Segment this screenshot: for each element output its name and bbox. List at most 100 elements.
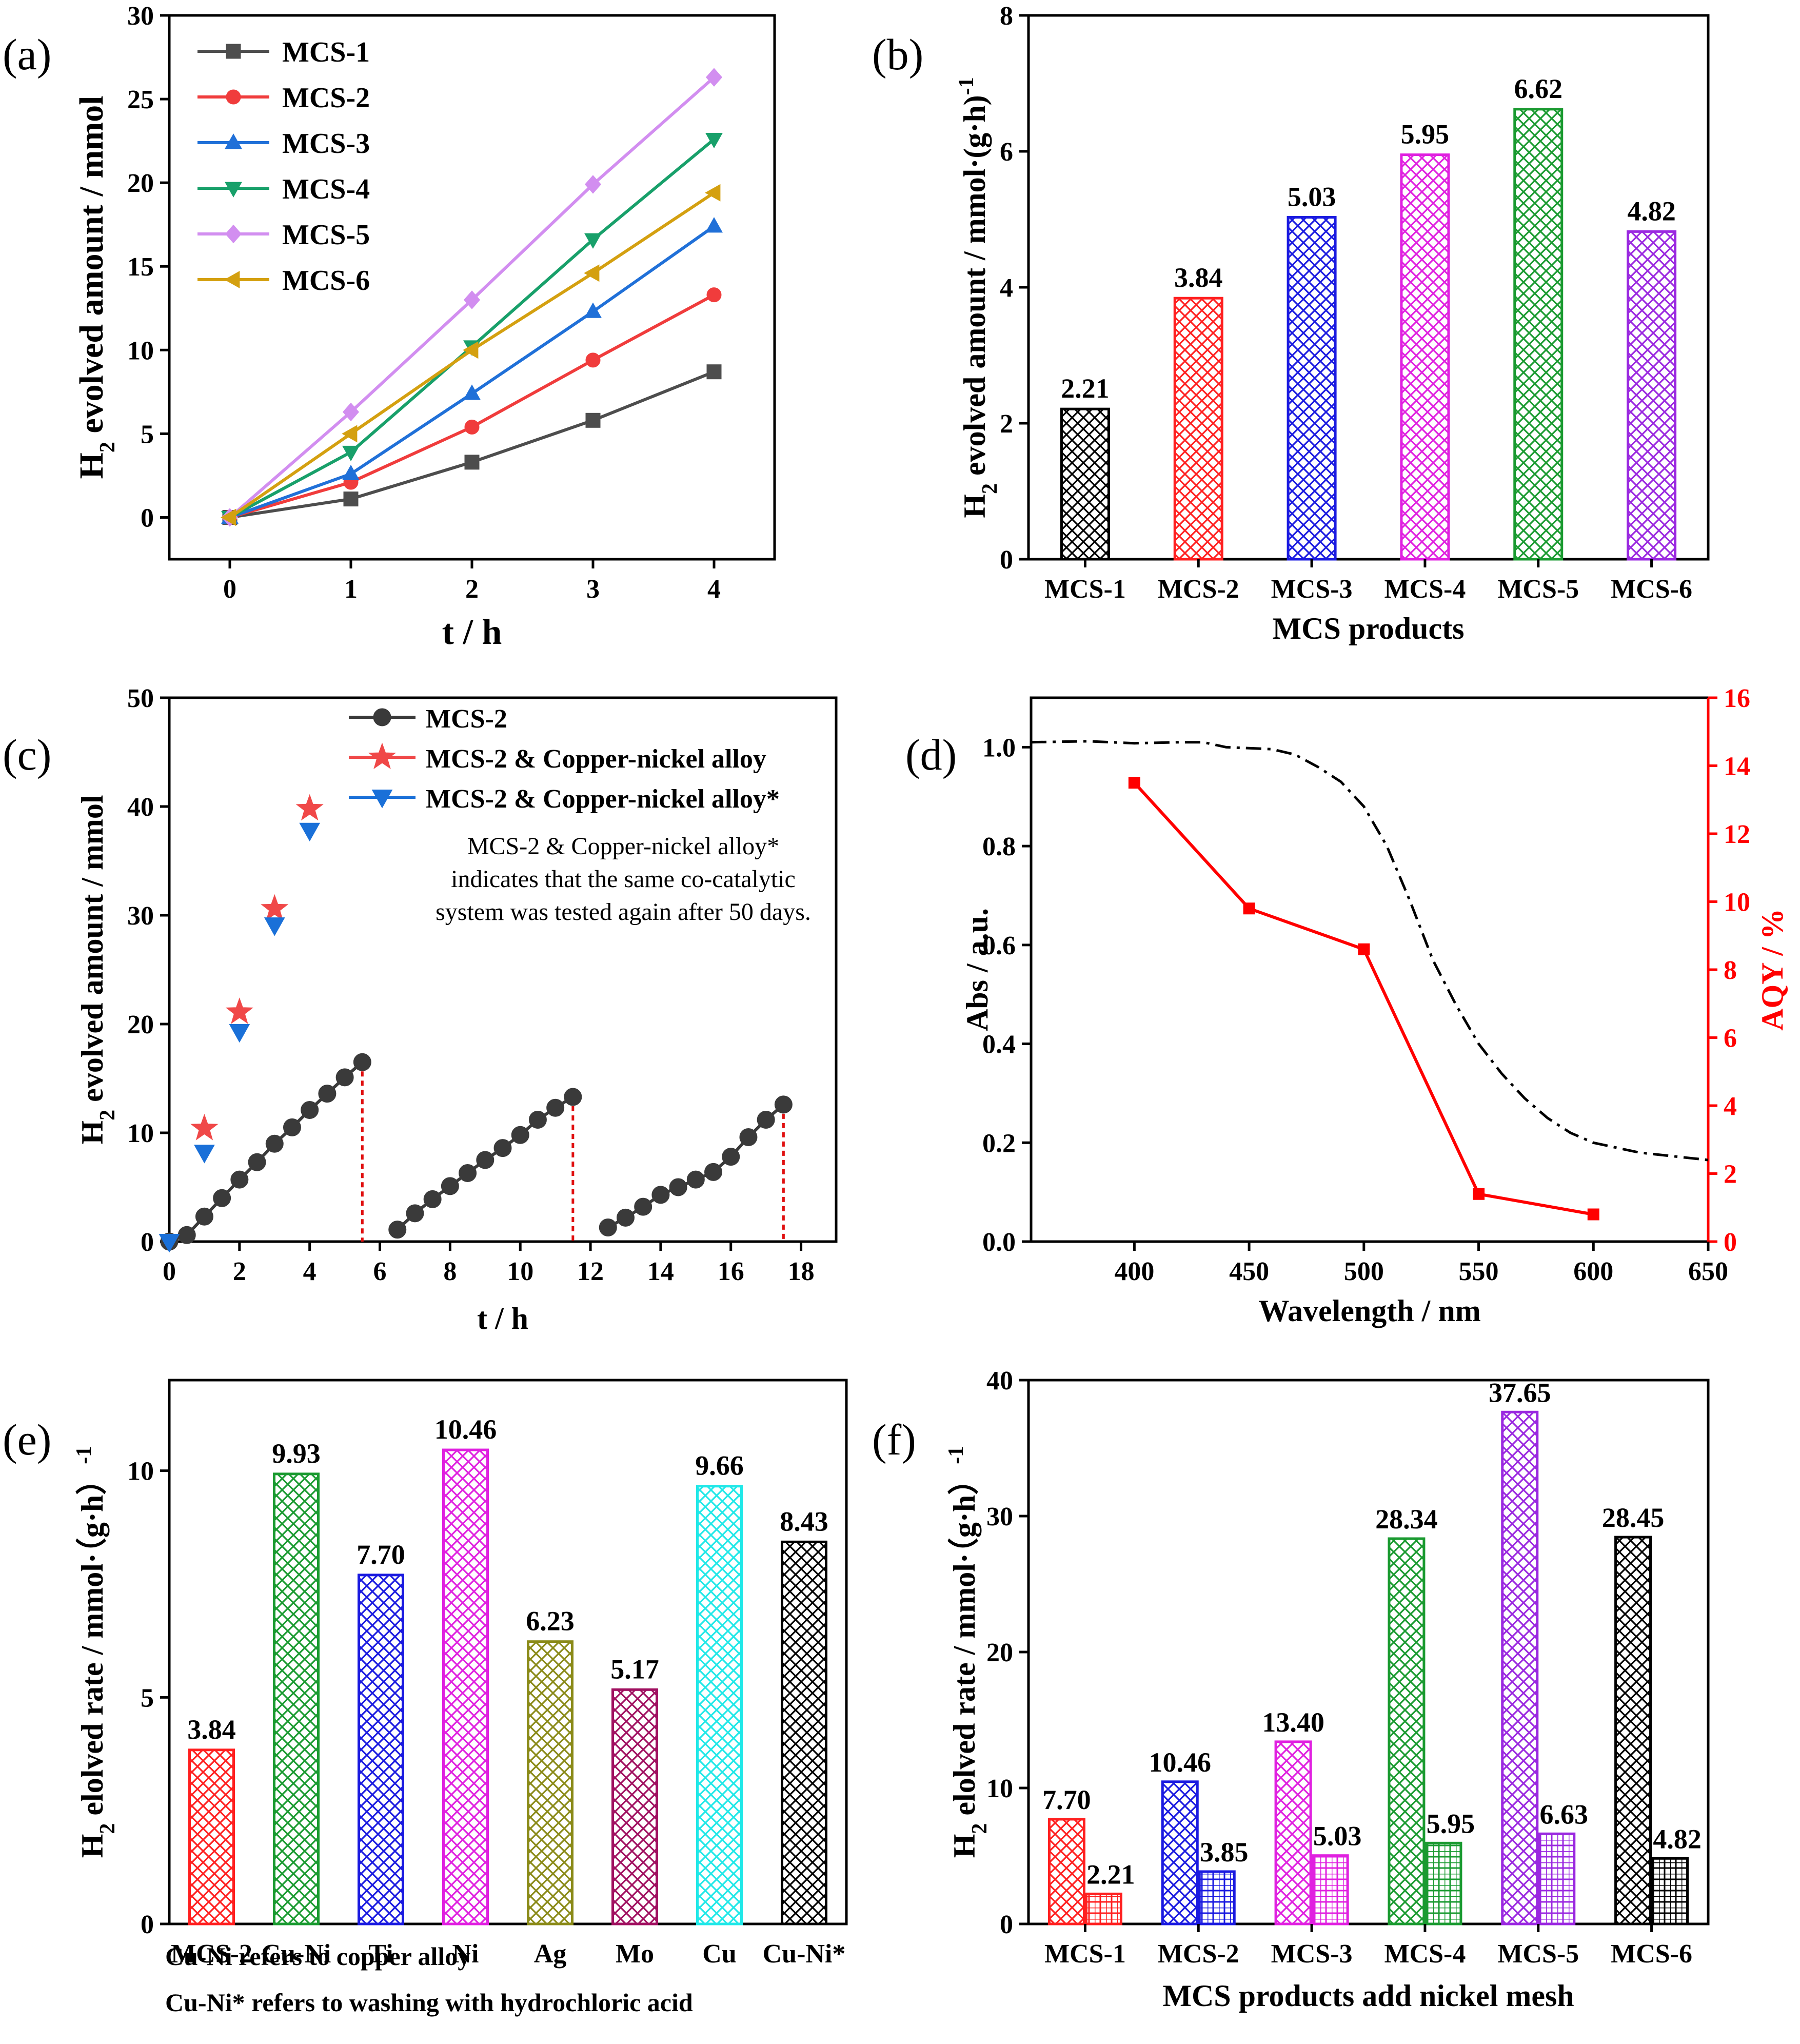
y-axis-tick-label: 20 (127, 169, 154, 198)
data-point (190, 1114, 219, 1141)
y-right-axis-tick-label: 16 (1724, 684, 1750, 713)
x-axis-tick-label: MCS-2 (1158, 1939, 1239, 1969)
y-axis-tick-label: 0.8 (982, 832, 1016, 861)
x-axis-tick-label: 4 (303, 1257, 317, 1286)
legend-entry: MCS-4 (282, 173, 370, 205)
y-axis-tick-label: 20 (127, 1010, 154, 1039)
legend-entry: MCS-2 (282, 82, 370, 114)
bar-value-label: 5.03 (1313, 1821, 1362, 1852)
data-point (230, 1170, 249, 1189)
plot-frame (1027, 14, 1710, 561)
legend-marker (224, 271, 240, 288)
panel-label: (b) (872, 30, 923, 79)
y-axis-tick-label: 8 (1000, 2, 1013, 31)
y-axis-label-part: 2 (968, 1823, 992, 1834)
data-point (493, 1139, 512, 1157)
bar (1060, 407, 1110, 561)
panel-label: (a) (3, 30, 51, 79)
data-point (221, 508, 236, 526)
x-axis-tick-label: 450 (1229, 1257, 1269, 1286)
legend-marker (371, 790, 393, 809)
data-point (264, 917, 285, 936)
x-axis-tick-label: MCS-4 (1384, 575, 1466, 604)
aqy-point (1128, 777, 1140, 789)
data-point (476, 1151, 494, 1169)
bar-value-label: 3.84 (187, 1714, 236, 1745)
data-point (159, 1234, 180, 1253)
bar-value-label: 13.40 (1262, 1707, 1324, 1738)
x-axis-tick-label: MCS-3 (1271, 575, 1353, 604)
x-axis-tick-label: 500 (1344, 1257, 1384, 1286)
plot-frame (1027, 1379, 1710, 1925)
panel-b: 0 2 4 6 8 2.21 MCS-1 3.84 MCS-2 5.03 MCS-3 5.95 MCS-… (872, 2, 1710, 645)
bar-with-mesh (1274, 1740, 1312, 1925)
y-axis-label-part: elolved rate / mmol·（g·h） (75, 1464, 109, 1823)
x-axis-tick-label: 2 (233, 1257, 246, 1286)
y-axis-tick-label: 0 (141, 1228, 154, 1257)
data-point (464, 419, 480, 435)
aqy-point (1473, 1188, 1485, 1200)
x-axis-tick-label: Cu (702, 1939, 736, 1969)
annotation-line: MCS-2 & Copper-nickel alloy* (467, 833, 779, 860)
legend-entry: MCS-2 (426, 704, 507, 734)
bar (1400, 153, 1450, 561)
y-axis-label-part: -1 (944, 1446, 968, 1464)
data-point (584, 233, 602, 249)
panel-label: (d) (905, 730, 957, 779)
x-axis-tick-label: MCS-4 (1384, 1939, 1466, 1969)
x-axis-tick-label: Ag (534, 1939, 567, 1969)
panel-label: (f) (872, 1415, 916, 1464)
bar (1513, 108, 1564, 561)
bar-value-label: 3.84 (1174, 262, 1223, 293)
x-axis-tick-label: MCS-6 (1611, 1939, 1692, 1969)
x-axis-tick-label: 14 (647, 1257, 674, 1286)
x-axis-tick-label: MCS-2 (1158, 575, 1239, 604)
y-right-axis-tick-label: 12 (1724, 820, 1750, 849)
data-point (705, 217, 723, 233)
bar (1627, 230, 1677, 561)
x-axis-tick-label: 650 (1688, 1257, 1728, 1286)
x-axis-label: t / h (442, 613, 502, 652)
bar-with-mesh (1388, 1537, 1426, 1925)
data-point (634, 1197, 652, 1216)
data-point (722, 1148, 740, 1166)
bar-without-mesh (1311, 1854, 1349, 1925)
y-axis-tick-label: 10 (127, 336, 154, 365)
bar (442, 1448, 489, 1925)
data-point (739, 1128, 758, 1146)
data-point (464, 455, 480, 470)
data-point (584, 302, 602, 318)
bar-value-label: 5.95 (1401, 119, 1450, 150)
bar (696, 1485, 743, 1925)
legend-marker (226, 89, 241, 105)
data-point (195, 1207, 213, 1226)
y-axis-label-part: H (75, 1834, 109, 1858)
x-axis-tick-label: Ni (452, 1939, 479, 1969)
bar-value-label: 3.85 (1200, 1837, 1249, 1868)
x-axis-label: MCS products (1273, 612, 1465, 645)
bar-with-mesh (1614, 1536, 1652, 1925)
data-point (686, 1170, 705, 1189)
data-point (705, 132, 723, 149)
y-right-axis-tick-label: 0 (1724, 1228, 1737, 1257)
bar-value-label: 10.46 (1149, 1747, 1212, 1778)
x-axis-tick-label: MCS-6 (1611, 575, 1692, 604)
y-axis-label-part: elolved rate / mmol·（g·h） (947, 1464, 981, 1823)
x-axis-tick-label: 400 (1114, 1257, 1154, 1286)
y-axis-label-part: Abs / a.u. (960, 908, 994, 1031)
data-point (283, 1118, 301, 1136)
y-axis-tick-label: 0.4 (982, 1030, 1016, 1059)
y-axis-label-part: -1 (955, 77, 978, 95)
y-axis-label-part: evolved amount / mmol·(g·h) (958, 95, 992, 483)
data-point (669, 1178, 687, 1196)
bar-value-label: 4.82 (1627, 195, 1676, 226)
bar-with-mesh (1047, 1818, 1085, 1925)
bar-without-mesh (1425, 1841, 1462, 1925)
x-axis-tick-label: MCS-5 (1497, 1939, 1579, 1969)
data-point (706, 364, 722, 380)
bar (1173, 297, 1223, 561)
y-right-axis-tick-label: 10 (1724, 888, 1750, 917)
data-point (651, 1186, 670, 1204)
data-point (388, 1221, 407, 1239)
y-axis-label-part: H (947, 1834, 981, 1858)
